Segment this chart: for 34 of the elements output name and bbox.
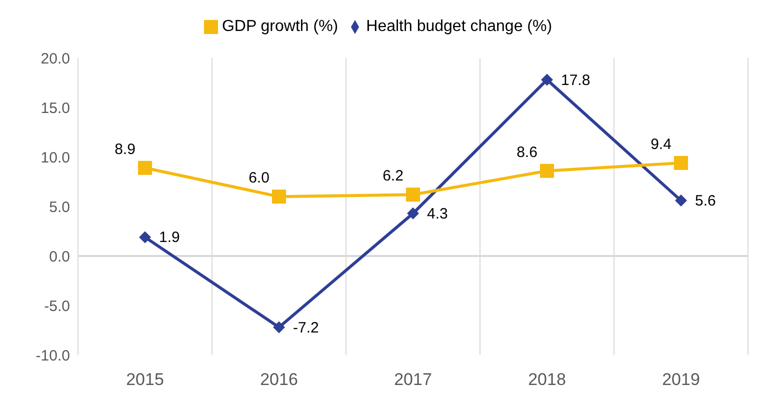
point <box>138 160 152 175</box>
legend-label: GDP growth (%) <box>222 18 338 35</box>
y-tick-label: 20.0 <box>40 50 70 68</box>
legend-label: Health budget change (%) <box>366 18 552 35</box>
data-label: 8.6 <box>516 144 538 161</box>
point <box>674 156 688 170</box>
x-tick-label: 2018 <box>528 370 566 390</box>
point <box>675 194 687 207</box>
data-label: 8.9 <box>114 140 136 158</box>
x-tick-label: 2016 <box>260 370 298 390</box>
y-tick-label: 10.0 <box>40 149 70 166</box>
data-label: -7.2 <box>293 319 319 336</box>
data-label: 1.9 <box>159 229 180 246</box>
x-tick-label: 2017 <box>394 370 432 390</box>
point <box>139 231 151 244</box>
y-tick-label: -10.0 <box>36 347 70 364</box>
point <box>273 321 285 334</box>
point <box>540 164 554 178</box>
x-tick-label: 2015 <box>126 370 164 390</box>
data-label: 9.4 <box>650 136 672 153</box>
y-tick-label: 0.0 <box>49 248 70 266</box>
y-tick-label: 5.0 <box>49 198 70 216</box>
point <box>407 207 419 220</box>
point <box>541 74 553 86</box>
data-label: 17.8 <box>561 72 590 89</box>
point <box>406 188 420 202</box>
data-label: 6.0 <box>248 170 270 187</box>
y-tick-label: 15.0 <box>40 100 70 117</box>
data-label: 5.6 <box>695 192 716 210</box>
data-label: 4.3 <box>427 205 448 222</box>
y-tick-label: -5.0 <box>44 298 70 315</box>
x-tick-label: 2019 <box>662 370 700 390</box>
point <box>272 190 286 204</box>
data-label: 6.2 <box>382 168 404 185</box>
